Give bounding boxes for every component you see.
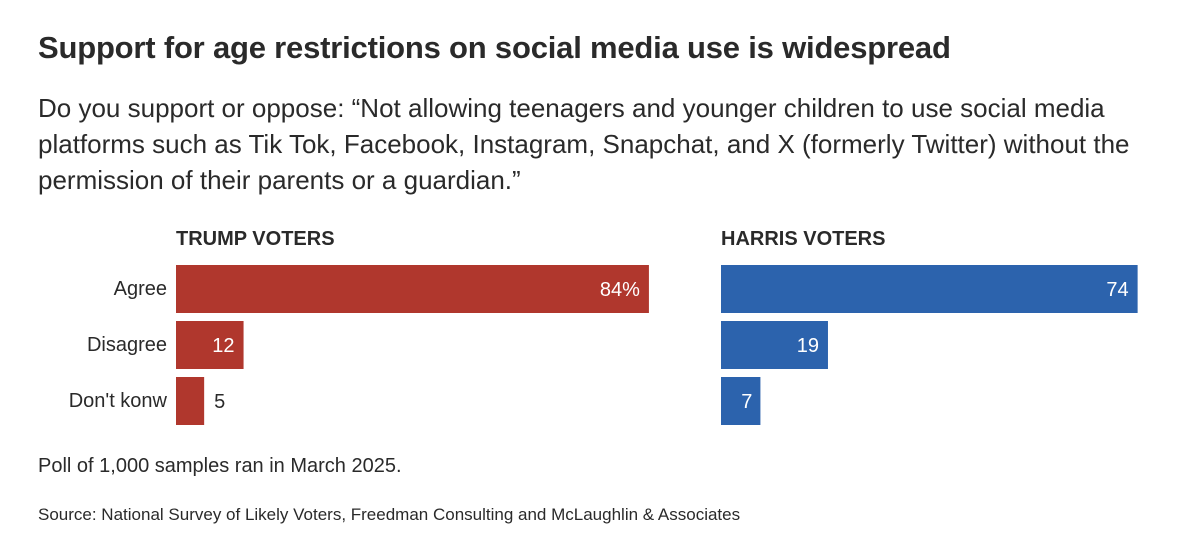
bar-trump-agree (176, 265, 649, 313)
panel-title-harris-voters: HARRIS VOTERS (721, 228, 886, 250)
category-label-disagree: Disagree (86, 334, 167, 356)
bar-label-harris-agree: 74 (1106, 279, 1128, 301)
bar-label-trump-dont-know: 5 (214, 391, 225, 413)
category-label-dont-know: Don't konw (68, 390, 167, 412)
chart-footnote: Poll of 1,000 samples ran in March 2025. (38, 455, 402, 477)
bar-label-trump-agree: 84% (600, 279, 640, 301)
category-label-agree: Agree (113, 278, 167, 300)
chart-subtitle: Do you support or oppose: “Not allowing … (38, 93, 1130, 195)
bar-trump-disagree (176, 321, 244, 369)
bar-label-trump-disagree: 12 (212, 335, 234, 357)
bar-label-harris-disagree: 19 (797, 335, 819, 357)
chart-title: Support for age restrictions on social m… (38, 30, 951, 65)
chart-source: Source: National Survey of Likely Voters… (38, 505, 741, 524)
bar-harris-dont-know (721, 377, 761, 425)
bar-trump-dont-know (176, 377, 205, 425)
panel-title-trump-voters: TRUMP VOTERS (176, 228, 335, 250)
bar-harris-disagree (721, 321, 828, 369)
bar-label-harris-dont-know: 7 (741, 391, 752, 413)
bar-harris-agree (721, 265, 1138, 313)
